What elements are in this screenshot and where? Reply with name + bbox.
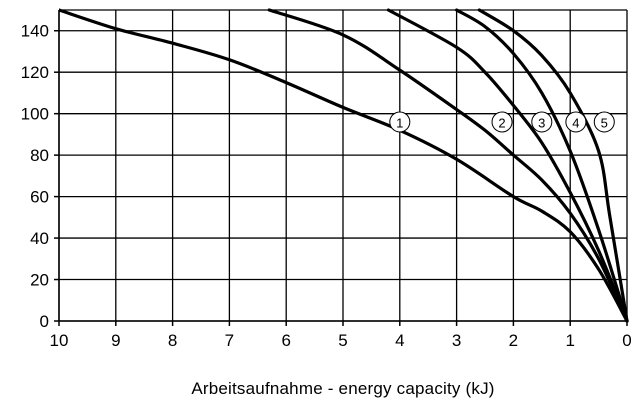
y-tick-label: 60 [30, 188, 49, 207]
x-tick-label: 1 [565, 331, 574, 350]
curve-marker-label: 3 [538, 115, 545, 130]
curve-marker-label: 5 [601, 115, 608, 130]
y-tick-label: 120 [21, 63, 49, 82]
curve-marker-3: 3 [531, 111, 553, 133]
curve-marker-label: 4 [572, 115, 579, 130]
x-tick-label: 9 [111, 331, 120, 350]
curve-marker-label: 2 [498, 115, 505, 130]
y-tick-label: 140 [21, 22, 49, 41]
curves [59, 8, 629, 323]
x-axis-label: Arbeitsaufnahme - energy capacity (kJ) [191, 379, 494, 398]
curve-marker-1: 1 [389, 111, 411, 133]
x-tick-label: 5 [338, 331, 347, 350]
curve-4 [455, 8, 629, 323]
y-tick-label: 40 [30, 229, 49, 248]
curve-marker-label: 1 [396, 115, 403, 130]
x-tick-label: 10 [50, 331, 69, 350]
x-tick-label: 4 [395, 331, 404, 350]
curve-2 [267, 8, 629, 323]
x-tick-label: 0 [622, 331, 631, 350]
y-tick-label: 20 [30, 271, 49, 290]
curve-marker-5: 5 [593, 111, 615, 133]
curve-markers: 1 2 3 4 5 [389, 111, 615, 133]
curve-marker-2: 2 [491, 111, 513, 133]
x-tick-label: 6 [281, 331, 290, 350]
curve-5 [477, 8, 629, 323]
curve-marker-4: 4 [565, 111, 587, 133]
x-tick-label: 7 [225, 331, 234, 350]
x-tick-label: 8 [168, 331, 177, 350]
curve-3 [386, 8, 629, 323]
y-tick-label: 100 [21, 105, 49, 124]
x-tick-label: 2 [509, 331, 518, 350]
x-tick-label: 3 [452, 331, 461, 350]
y-tick-label: 0 [40, 312, 49, 331]
grid [54, 9, 628, 326]
y-tick-label: 80 [30, 146, 49, 165]
